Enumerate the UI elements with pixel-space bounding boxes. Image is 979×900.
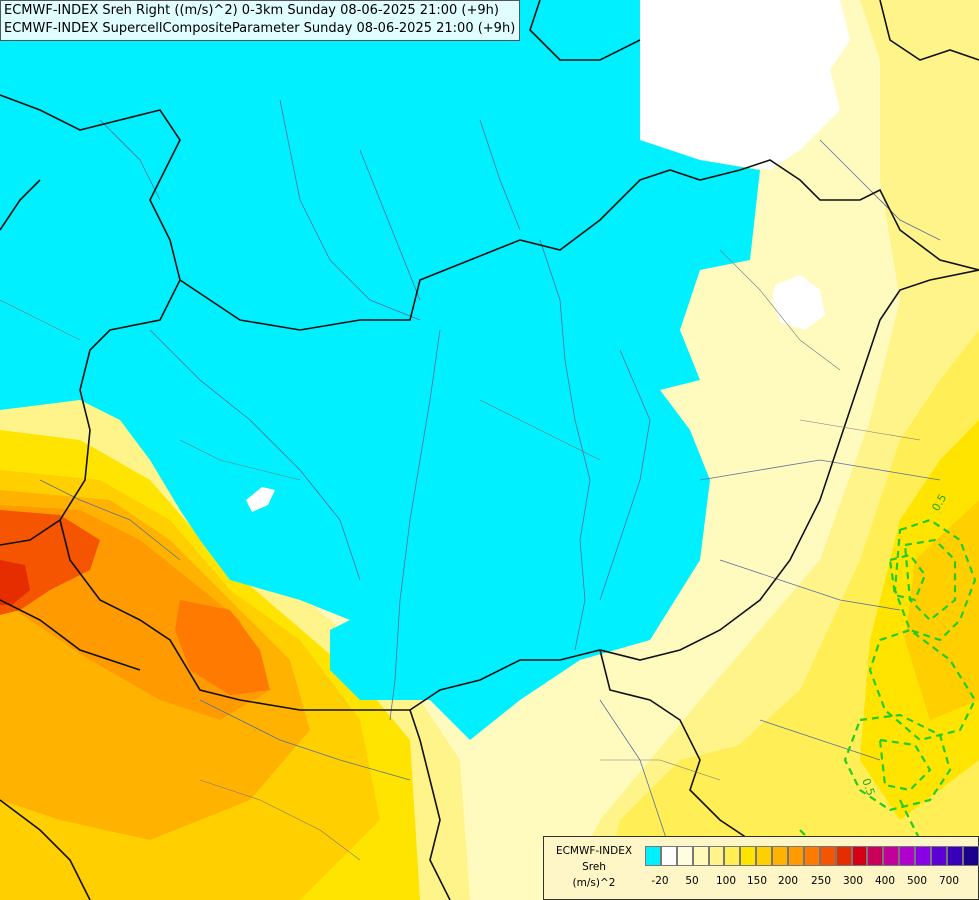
legend-swatch [756, 846, 773, 866]
legend-tick-label: 700 [938, 875, 960, 887]
sreh-field-orange-east [905, 500, 979, 720]
legend-tick-label: 300 [842, 875, 864, 887]
legend-swatch [819, 846, 836, 866]
legend-swatch [645, 846, 661, 866]
map-title-line-2: ECMWF-INDEX SupercellCompositeParameter … [4, 21, 516, 36]
legend-tick-label: -20 [651, 875, 669, 887]
legend-swatch [724, 846, 741, 866]
legend-swatch [788, 846, 804, 866]
scp-contour-label-2: 0.5 [859, 777, 877, 798]
legend-swatch [835, 846, 852, 866]
legend-swatch [931, 846, 947, 866]
legend-swatch [915, 846, 932, 866]
legend-swatch [708, 846, 725, 866]
legend-ticks: -20 50 100 150 200 250 300 400 500 700 [645, 875, 975, 889]
legend-swatch [946, 846, 963, 866]
legend-tick-label: 250 [810, 875, 832, 887]
legend-swatch [867, 846, 884, 866]
legend-tick-label: 500 [906, 875, 928, 887]
legend-unit: (m/s)^2 [572, 877, 616, 889]
regional-borders [0, 249, 921, 861]
sreh-field-white-patch [772, 275, 825, 330]
sreh-field-white-islet [690, 15, 730, 45]
legend-swatch [660, 846, 677, 866]
legend-swatches [645, 846, 979, 868]
legend-swatch [772, 846, 789, 866]
legend-swatch [803, 846, 820, 866]
legend-swatch [851, 846, 868, 866]
legend-tick-label: 50 [685, 875, 699, 887]
legend-variable: Sreh [582, 861, 606, 873]
sreh-field-red [0, 560, 30, 605]
legend-swatch [676, 846, 693, 866]
legend-source: ECMWF-INDEX [555, 845, 633, 857]
legend-tick-label: 100 [715, 875, 737, 887]
sreh-field-orange-red-1 [175, 600, 270, 695]
legend-tick-label: 400 [874, 875, 896, 887]
legend-swatch [883, 846, 900, 866]
sreh-field-cyan [0, 0, 760, 740]
map-title-line-1: ECMWF-INDEX Sreh Right ((m/s)^2) 0-3km S… [4, 3, 499, 18]
legend-swatch [899, 846, 916, 866]
legend-swatch [740, 846, 757, 866]
legend-swatch [692, 846, 709, 866]
legend-tick-label: 200 [777, 875, 799, 887]
color-legend: ECMWF-INDEX Sreh (m/s)^2 -20 50 100 150 200 2… [543, 836, 979, 900]
sreh-field-white-islet-2 [650, 80, 720, 120]
sreh-field-white [640, 0, 850, 170]
legend-swatch [962, 846, 979, 866]
legend-tick-label: 150 [746, 875, 768, 887]
rivers [39, 99, 941, 881]
sreh-field-white-lake [246, 487, 275, 512]
map-title-box: ECMWF-INDEX Sreh Right ((m/s)^2) 0-3km S… [0, 0, 521, 41]
